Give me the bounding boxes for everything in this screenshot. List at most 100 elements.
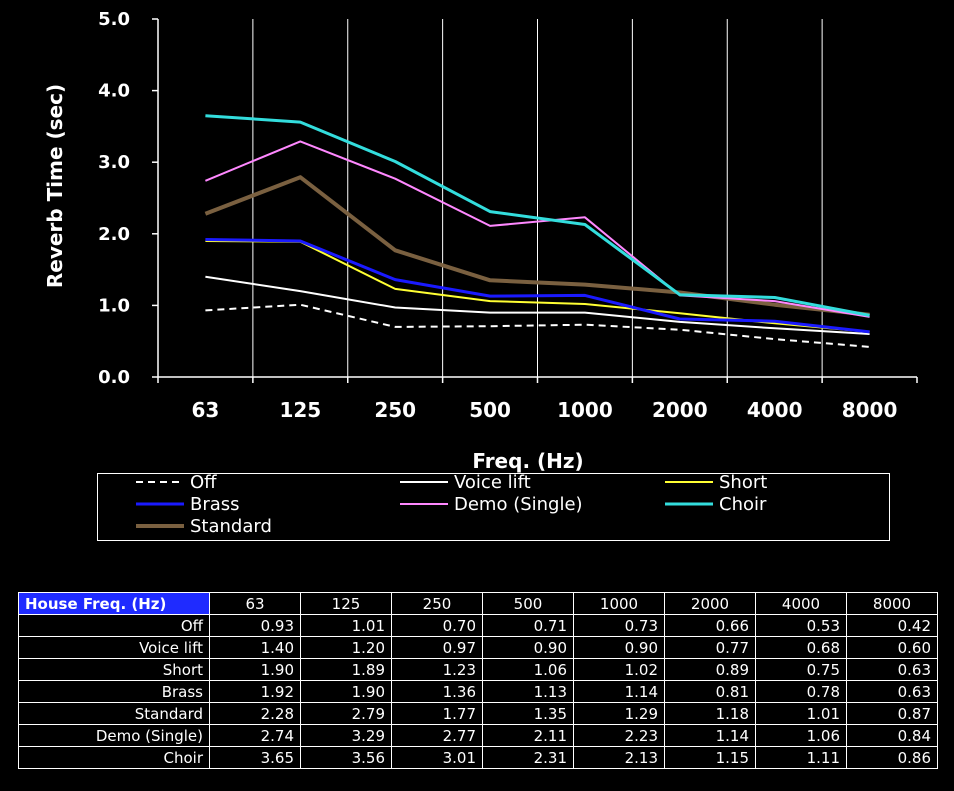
y-tick-label: 3.0 (98, 152, 130, 173)
x-tick-label: 125 (279, 398, 321, 422)
table-cell: 0.93 (209, 614, 301, 637)
table-cell: 0.87 (846, 702, 938, 725)
table-cell: 1.40 (209, 636, 301, 659)
table-cell: 0.60 (846, 636, 938, 659)
table-cell: 2.11 (482, 724, 574, 747)
table-cell: 1.89 (300, 658, 392, 681)
table-cell: 0.77 (664, 636, 756, 659)
table-cell: 1.01 (755, 702, 847, 725)
reverb-time-chart: 0.0 1.0 2.0 3.0 4.0 5.0 63 125 250 500 1000 2000 40… (43, 9, 918, 473)
table-cell: 0.89 (664, 658, 756, 681)
y-axis-ticks: 0.0 1.0 2.0 3.0 4.0 5.0 (98, 9, 158, 388)
x-tick-label: 1000 (557, 398, 613, 422)
table-cell: 1.06 (755, 724, 847, 747)
table-cell: 1.14 (573, 680, 665, 703)
table-cell: 2.28 (209, 702, 301, 725)
table-cell: 0.71 (482, 614, 574, 637)
x-tick-label: 2000 (652, 398, 708, 422)
table-cell: 2.74 (209, 724, 301, 747)
chart-legend: Off Voice lift Short Brass Demo (Single) Choi… (97, 472, 890, 541)
legend-label-brass: Brass (190, 494, 240, 515)
legend-label-demo-single: Demo (Single) (454, 494, 583, 515)
table-cell: 3.56 (300, 746, 392, 769)
series-line-choir (205, 114, 870, 317)
table-column-header: 63 (209, 592, 301, 615)
table-row-label: Off (18, 614, 210, 637)
table-cell: 0.81 (664, 680, 756, 703)
table-row: Demo (Single) 2.74 3.29 2.77 2.11 2.23 1.14 1.0… (18, 724, 938, 747)
table-cell: 1.14 (664, 724, 756, 747)
table-cell: 0.70 (391, 614, 483, 637)
table-cell: 1.90 (209, 658, 301, 681)
table-column-header: 4000 (755, 592, 847, 615)
table-cell: 0.90 (573, 636, 665, 659)
table-row: Short 1.90 1.89 1.23 1.06 1.02 0.89 0.75 0.63 (18, 658, 938, 681)
table-cell: 1.18 (664, 702, 756, 725)
table-cell: 1.29 (573, 702, 665, 725)
table-cell: 0.78 (755, 680, 847, 703)
table-cell: 0.90 (482, 636, 574, 659)
table-column-header: 2000 (664, 592, 756, 615)
y-tick-label: 1.0 (98, 295, 130, 316)
table-cell: 0.42 (846, 614, 938, 637)
table-cell: 0.73 (573, 614, 665, 637)
table-cell: 0.68 (755, 636, 847, 659)
table-cell: 2.23 (573, 724, 665, 747)
y-tick-label: 2.0 (98, 224, 130, 245)
table-cell: 1.77 (391, 702, 483, 725)
table-column-header: 250 (391, 592, 483, 615)
table-cell: 1.20 (300, 636, 392, 659)
table-column-header: 8000 (846, 592, 938, 615)
table-cell: 1.90 (300, 680, 392, 703)
table-row-label: Brass (18, 680, 210, 703)
table-cell: 2.77 (391, 724, 483, 747)
table-column-header: 125 (300, 592, 392, 615)
legend-label-voice-lift: Voice lift (454, 474, 531, 493)
table-row: Voice lift 1.40 1.20 0.97 0.90 0.90 0.77 0.68 0.… (18, 636, 938, 659)
table-row-label: Demo (Single) (18, 724, 210, 747)
table-cell: 3.29 (300, 724, 392, 747)
table-cell: 0.86 (846, 746, 938, 769)
series-line-voice-lift (205, 275, 870, 335)
x-tick-label: 63 (192, 398, 220, 422)
x-tick-label: 4000 (747, 398, 803, 422)
table-row: Off 0.93 1.01 0.70 0.71 0.73 0.66 0.53 0.42 (18, 614, 938, 637)
table-cell: 2.31 (482, 746, 574, 769)
series-line-brass (205, 238, 870, 334)
table-cell: 1.36 (391, 680, 483, 703)
table-column-header: 1000 (573, 592, 665, 615)
table-cell: 0.97 (391, 636, 483, 659)
table-header-row: House Freq. (Hz) 63 125 250 500 1000 2000 4000… (18, 592, 938, 615)
y-tick-label: 5.0 (98, 9, 130, 30)
table-cell: 1.02 (573, 658, 665, 681)
table-row-label: Short (18, 658, 210, 681)
x-axis-ticks: 63 125 250 500 1000 2000 4000 8000 (157, 377, 918, 422)
table-row: Brass 1.92 1.90 1.36 1.13 1.14 0.81 0.78 0.63 (18, 680, 938, 703)
table-cell: 3.01 (391, 746, 483, 769)
table-corner-label: House Freq. (Hz) (18, 592, 210, 615)
table-cell: 1.06 (482, 658, 574, 681)
table-cell: 1.92 (209, 680, 301, 703)
legend-label-short: Short (719, 474, 767, 493)
table-cell: 1.11 (755, 746, 847, 769)
y-tick-label: 0.0 (98, 367, 130, 388)
table-column-header: 500 (482, 592, 574, 615)
chart-gridlines (252, 19, 823, 377)
x-tick-label: 250 (374, 398, 416, 422)
table-cell: 1.35 (482, 702, 574, 725)
table-cell: 2.13 (573, 746, 665, 769)
reverb-data-table: House Freq. (Hz) 63 125 250 500 1000 2000 4000… (18, 592, 938, 769)
table-cell: 0.66 (664, 614, 756, 637)
x-tick-label: 8000 (842, 398, 898, 422)
series-line-off (205, 303, 870, 348)
table-cell: 0.75 (755, 658, 847, 681)
table-cell: 0.63 (846, 680, 938, 703)
table-cell: 0.63 (846, 658, 938, 681)
series-line-demo-single (205, 140, 870, 318)
table-row-label: Choir (18, 746, 210, 769)
table-cell: 1.23 (391, 658, 483, 681)
table-cell: 0.53 (755, 614, 847, 637)
table-row: Standard 2.28 2.79 1.77 1.35 1.29 1.18 1.01 0.87 (18, 702, 938, 725)
table-row-label: Voice lift (18, 636, 210, 659)
table-row-label: Standard (18, 702, 210, 725)
